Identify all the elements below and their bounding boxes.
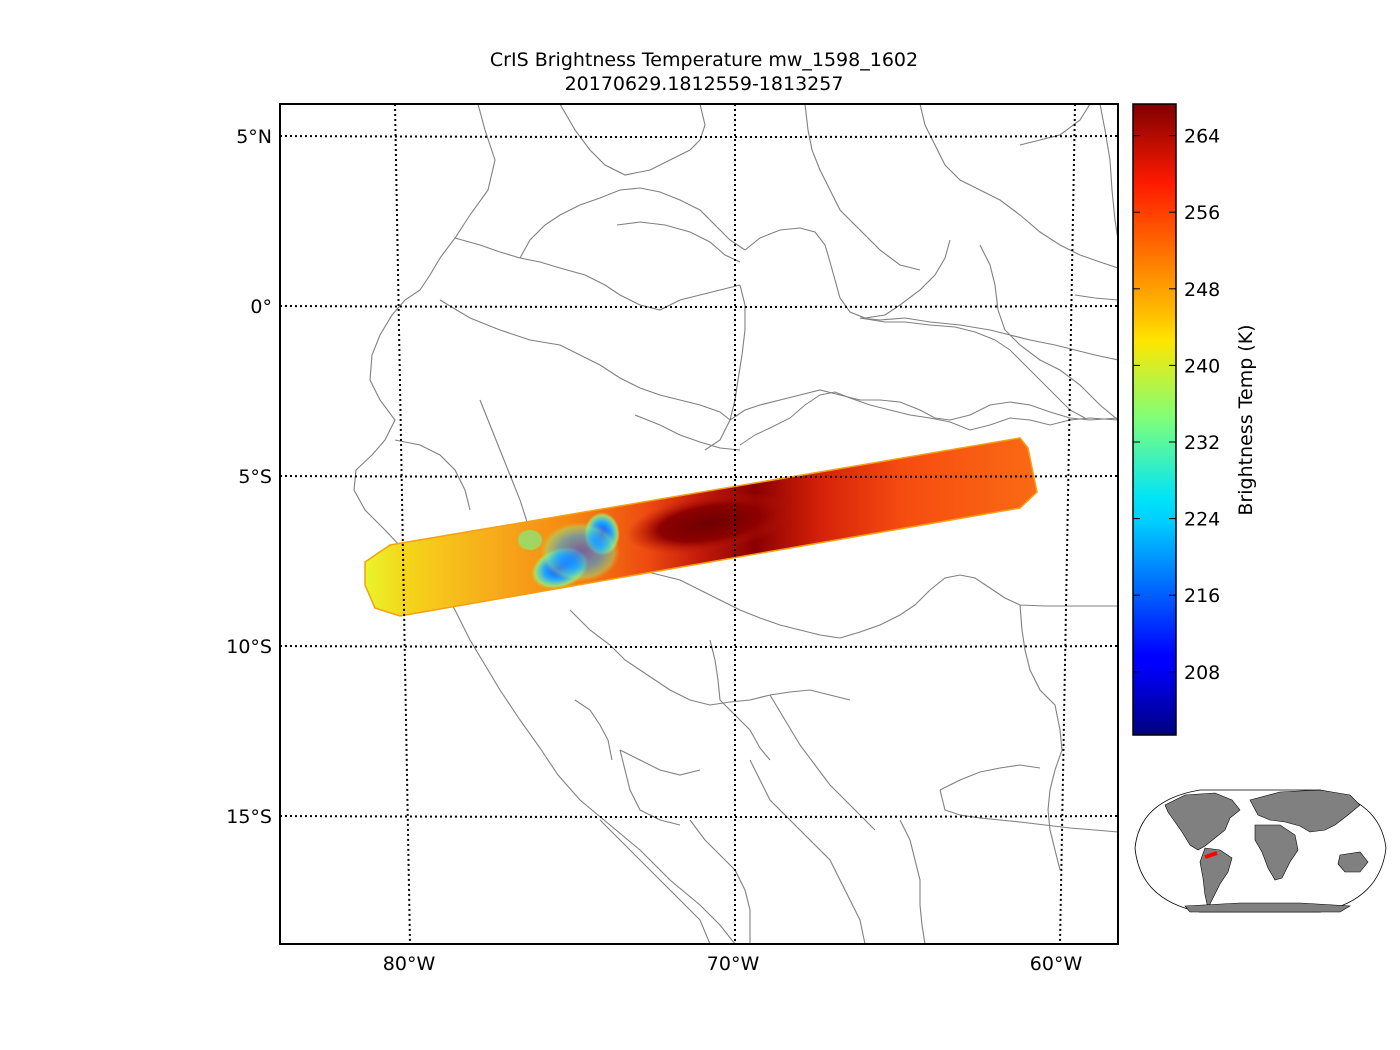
colorbar-frame [1132,103,1177,736]
lat-label-0: 0° [250,296,272,318]
inset-north-america [1164,792,1241,851]
colorbar-tick-label: 240 [1184,355,1220,377]
lat-label-5n: 5°N [236,126,272,148]
lat-label-10s: 10°S [226,636,272,658]
colorbar-label: Brightness Temp (K) [1235,324,1257,515]
colorbar-tick-label: 224 [1184,509,1220,531]
inset-antarctica [1184,902,1351,913]
colorbar-ticks: 208 216 224 232 240 248 256 264 [1133,126,1220,684]
inset-africa [1254,824,1299,881]
inset-south-america [1199,847,1233,909]
country-borders [353,104,1118,944]
lat-label-5s: 5°S [238,466,272,488]
lon-label-60w: 60°W [1030,953,1083,975]
rivers [739,317,1118,446]
title-line-2: 20170629.1812559-1813257 [564,73,844,95]
chart-title: CrIS Brightness Temperature mw_1598_1602… [280,48,1128,96]
colorbar-tick-label: 216 [1184,585,1220,607]
colorbar: 208 216 224 232 240 248 256 264 Brightness Temp… [1132,103,1257,736]
inset-eurasia [1249,789,1361,833]
inset-continents [1164,789,1369,913]
swath-outline [364,437,1038,617]
cool-patch [518,530,542,550]
colorbar-tick-label: 248 [1184,279,1220,301]
title-line-1: CrIS Brightness Temperature mw_1598_1602 [489,49,919,71]
map-frame [279,103,1119,945]
lon-label-70w: 70°W [707,953,760,975]
colorbar-tick-label: 256 [1184,202,1220,224]
warm-anomaly [625,492,795,554]
colorbar-tick-label: 208 [1184,662,1220,684]
colorbar-gradient [1133,104,1176,735]
inset-swath-marker [1204,851,1218,859]
lon-label-80w: 80°W [383,953,436,975]
inset-globe-map [1134,789,1387,913]
graticule [279,103,1119,945]
cold-anomaly-halo [540,522,620,582]
colorbar-tick-label: 264 [1184,126,1220,148]
inset-australia [1337,851,1369,873]
cris-swath [364,437,1038,617]
lat-label-15s: 15°S [226,806,272,828]
colorbar-tick-label: 232 [1184,432,1220,454]
